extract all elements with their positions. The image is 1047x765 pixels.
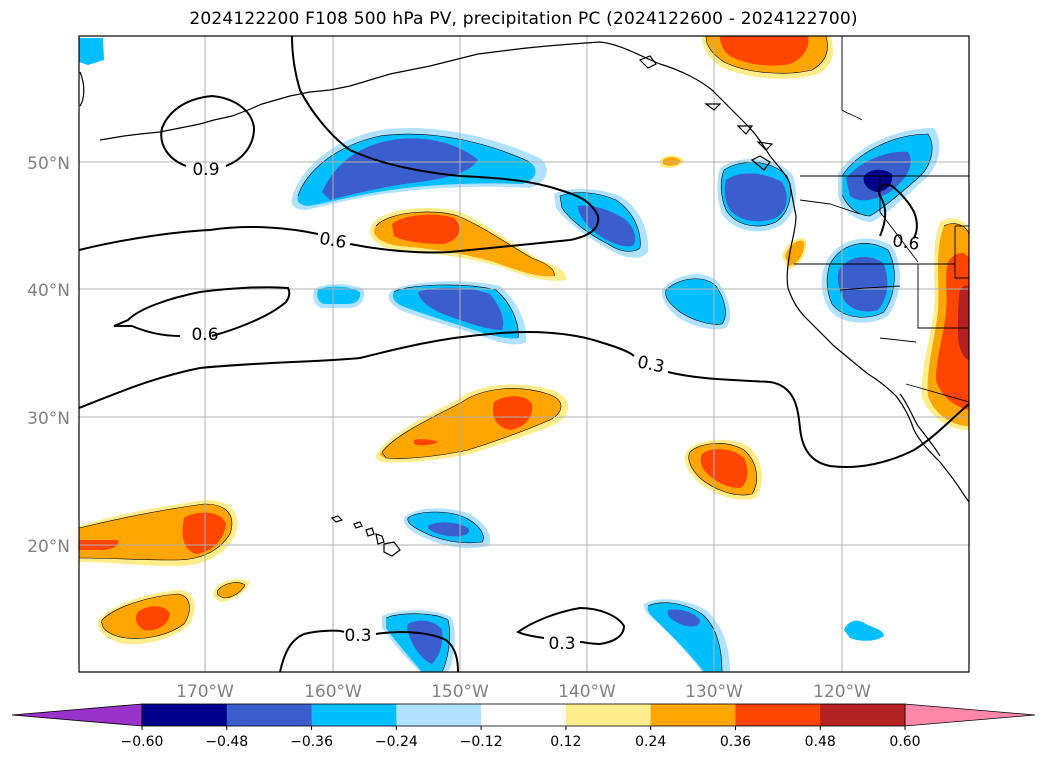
colorbar: −0.60 −0.48 −0.36 −0.24 −0.12 0.12 0.24 0.36 0.4…: [11, 703, 1036, 750]
colorbar-segment: [226, 704, 313, 726]
latitude-label: 40°N: [27, 281, 70, 301]
negative-anomaly-blob: [844, 620, 884, 641]
positive-anomaly-blob: [921, 218, 969, 430]
colorbar-tick-label: 0.12: [550, 734, 581, 750]
positive-anomaly-blob: [97, 590, 195, 645]
colorbar-segment: [735, 704, 821, 726]
latitude-label: 20°N: [27, 537, 70, 557]
latitude-axis: 50°N 40°N 30°N 20°N: [27, 154, 70, 557]
longitude-label: 140°W: [558, 682, 616, 702]
colorbar-extend-min: [11, 703, 143, 727]
anomaly-outlines: [79, 36, 969, 672]
latitude-label: 30°N: [27, 409, 70, 429]
colorbar-segment: [820, 704, 906, 726]
negative-anomaly-blob: [661, 274, 731, 330]
colorbar-tick-label: −0.24: [375, 734, 418, 750]
positive-anomaly-blob: [702, 36, 834, 79]
colorbar-tick-label: −0.36: [290, 734, 333, 750]
colorbar-tick-label: 0.24: [635, 734, 666, 750]
colorbar-segment: [481, 704, 567, 726]
colorbar-segment: [396, 704, 482, 726]
colorbar-frame: [141, 703, 906, 727]
pv-contour-label: 0.6: [191, 325, 218, 345]
pv-contour-label: 0.9: [192, 160, 219, 180]
longitude-label: 130°W: [685, 682, 743, 702]
positive-anomaly-blob: [79, 500, 238, 566]
latitude-label: 50°N: [27, 154, 70, 174]
pv-contour-label: 0.3: [548, 634, 575, 654]
longitude-label: 160°W: [304, 682, 362, 702]
colorbar-tick-label: 0.60: [889, 734, 920, 750]
negative-anomaly-blob: [388, 281, 527, 345]
colorbar-segment: [311, 704, 397, 726]
colorbar-segment: [565, 704, 652, 726]
longitude-label: 170°W: [176, 682, 234, 702]
colorbar-segment: [142, 704, 228, 726]
negative-anomaly-blob: [554, 188, 649, 258]
longitude-axis: 170°W 160°W 150°W 140°W 130°W 120°W: [176, 682, 871, 702]
negative-anomaly-blob: [79, 38, 104, 65]
map-title: 2024122200 F108 500 hPa PV, precipitatio…: [189, 9, 858, 29]
colorbar-tick-label: 0.48: [805, 734, 836, 750]
negative-anomaly-blob: [313, 284, 365, 308]
colorbar-tick-label: −0.12: [460, 734, 503, 750]
negative-anomaly-blob: [821, 238, 900, 323]
colorbar-tick-label: −0.48: [205, 734, 248, 750]
map-area: [79, 36, 969, 672]
colorbar-segment: [650, 704, 736, 726]
negative-anomaly-blob: [403, 508, 491, 548]
colorbar-tick-label: −0.60: [121, 734, 164, 750]
longitude-label: 150°W: [431, 682, 489, 702]
coastlines: [79, 41, 969, 557]
positive-anomaly-blob: [213, 579, 250, 602]
pv-contour-label: 0.6: [318, 229, 348, 253]
colorbar-tick-label: 0.36: [720, 734, 751, 750]
longitude-label: 120°W: [813, 682, 871, 702]
political-borders: [794, 36, 969, 403]
positive-anomaly-blob: [375, 384, 569, 463]
pv-contours: [79, 36, 969, 672]
negative-anomaly-blob: [717, 158, 796, 232]
map-frame: [78, 35, 970, 673]
negative-anomaly-blob: [643, 599, 730, 672]
pv-contour-label-group: 0.9 0.6 0.6 0.3 0.6 0.3 0.3: [191, 160, 920, 654]
negative-anomaly-blob: [382, 610, 455, 672]
colorbar-extend-max: [904, 703, 1036, 727]
pv-contour-label: 0.6: [891, 231, 921, 255]
pv-contour-label: 0.3: [344, 626, 371, 646]
positive-anomaly-blob: [370, 208, 567, 281]
